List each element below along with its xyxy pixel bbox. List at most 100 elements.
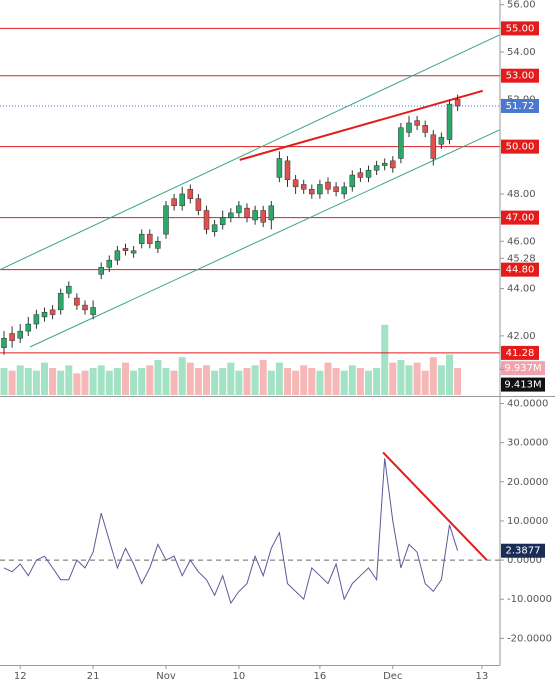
y-tick-label: 44.00 (507, 284, 536, 295)
volume-bar (41, 362, 48, 395)
volume-bar (235, 370, 243, 395)
candle-body (41, 311, 48, 318)
volume-bar (113, 368, 121, 395)
volume-bar (413, 362, 421, 395)
candle-body (252, 210, 258, 221)
candle-body (268, 205, 275, 221)
candle-body (195, 198, 202, 211)
candle-body (179, 193, 185, 207)
candle-body (317, 184, 323, 195)
candle-body (106, 259, 113, 268)
volume-bar (203, 365, 210, 395)
volume-bar (122, 362, 129, 395)
candle-body (398, 127, 404, 159)
candle-body (284, 160, 291, 181)
candle-body (66, 285, 72, 294)
candle-body (300, 184, 307, 190)
y-tick-label: 45.28 (507, 253, 536, 264)
candle-body (171, 198, 177, 207)
volume-bar (405, 365, 413, 395)
last-price-box (501, 98, 539, 113)
volume-bar (194, 368, 202, 395)
volume-bar (243, 368, 251, 395)
candle-body (9, 333, 15, 341)
volume-bar (24, 368, 32, 395)
candle-body (292, 179, 299, 188)
level-label-box (501, 21, 539, 36)
volume-bar (397, 359, 405, 395)
volume-bar (130, 370, 138, 395)
y-tick-label: 56.00 (507, 0, 536, 11)
volume-bar (324, 362, 332, 395)
level-label: 47.00 (506, 213, 535, 224)
candle-body (211, 224, 218, 233)
candle-body (381, 162, 388, 166)
candle-body (138, 233, 145, 244)
oscillator-panel (0, 451, 500, 605)
volume-bar (275, 362, 283, 395)
candle-body (90, 307, 96, 315)
last-price-label: 51.72 (506, 101, 535, 112)
volume-label-box (501, 377, 545, 392)
volume-bar (146, 365, 154, 395)
candle-body (414, 120, 420, 126)
candle-body (130, 250, 137, 254)
last-value-label: 2.3877 (506, 546, 541, 557)
trendline (239, 89, 483, 161)
candle-body (147, 233, 153, 244)
volume-label: 9.413M (504, 380, 541, 391)
volume-bar (340, 370, 348, 395)
x-tick-label: Dec (383, 671, 402, 682)
candle-body (49, 309, 56, 315)
volume-label: 9.937M (504, 363, 541, 374)
candle-body (1, 337, 7, 348)
y-tick-label: -20.0000 (507, 633, 552, 644)
candle-body (155, 241, 161, 249)
y-tick-label: 48.00 (507, 189, 536, 200)
y-tick-label: 40.0000 (507, 398, 548, 409)
volume-bar (454, 368, 462, 395)
level-label: 50.00 (506, 142, 535, 153)
candle-body (187, 188, 194, 199)
volume-bar (429, 357, 437, 395)
candle-body (25, 323, 32, 332)
candle-body (422, 125, 428, 133)
y-tick-label: 30.0000 (507, 438, 548, 449)
trendline (0, 34, 500, 271)
volume-bar (89, 368, 97, 395)
candle-body (390, 160, 396, 169)
volume-bar (446, 354, 453, 395)
volume-bar (57, 370, 65, 395)
volume-bar (316, 370, 324, 395)
candle-body (430, 134, 437, 159)
oscillator-line (3, 458, 459, 605)
volume-bar (437, 365, 445, 395)
y-tick-label: 54.00 (507, 47, 536, 58)
volume-bar (284, 368, 291, 395)
volume-bar (8, 370, 16, 395)
x-tick-label: Nov (156, 671, 176, 682)
candle-body (341, 186, 347, 195)
candle-body (244, 207, 250, 218)
candle-body (57, 293, 64, 311)
volume-bar (16, 365, 24, 395)
level-label-box (501, 139, 539, 154)
volume-bar (211, 370, 219, 395)
volume-bar (65, 365, 73, 395)
x-tick-label: 10 (233, 671, 246, 682)
candle-body (454, 99, 461, 107)
candle-body (260, 210, 266, 223)
volume-bar (73, 373, 81, 395)
level-label: 55.00 (506, 23, 535, 34)
x-tick-label: 21 (87, 671, 100, 682)
volume-bar (373, 368, 381, 395)
candle-body (357, 172, 364, 178)
volume-bar (251, 365, 259, 395)
y-tick-label: 42.00 (507, 331, 536, 342)
candle-body (219, 217, 226, 225)
y-tick-label: 46.00 (507, 236, 536, 247)
volume-bar (219, 368, 227, 395)
volume-bar (162, 368, 170, 395)
